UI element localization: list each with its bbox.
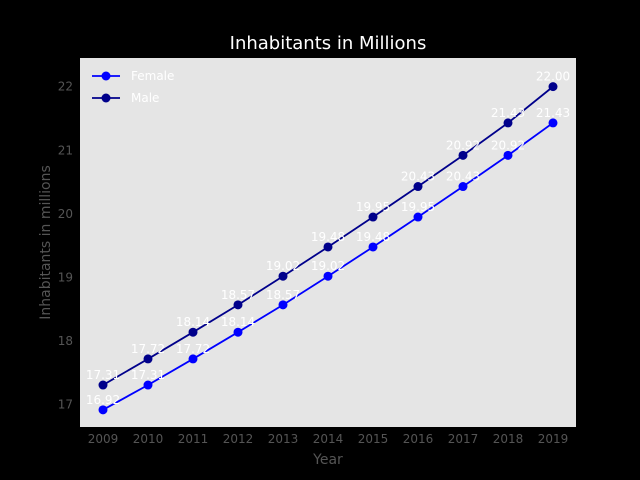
x-tick-label: 2015 (358, 432, 389, 446)
female-data-label: 19.48 (356, 230, 390, 244)
female-data-label: 18.57 (266, 288, 300, 302)
x-tick-label: 2016 (403, 432, 434, 446)
female-point[interactable] (413, 212, 423, 222)
female-point[interactable] (503, 150, 513, 160)
axis-ticks: 2009 2010 2011 2012 2013 2014 2015 2016 2017 2018… (58, 80, 569, 446)
legend[interactable]: Female Male (92, 69, 174, 105)
y-tick-label: 22 (58, 80, 73, 94)
x-tick-label: 2014 (313, 432, 344, 446)
female-point[interactable] (143, 380, 153, 390)
male-point[interactable] (413, 182, 423, 192)
x-tick-label: 2013 (268, 432, 299, 446)
female-data-label: 19.95 (401, 200, 435, 214)
male-point[interactable] (233, 300, 243, 310)
female-data-label: 17.72 (176, 342, 210, 356)
male-data-label: 19.48 (311, 230, 345, 244)
legend-label-female: Female (131, 69, 174, 83)
male-data-label: 20.92 (446, 138, 480, 152)
legend-marker-male (101, 93, 111, 103)
female-point[interactable] (368, 242, 378, 252)
male-data-label: 17.72 (131, 342, 165, 356)
legend-label-male: Male (131, 91, 159, 105)
female-point[interactable] (188, 354, 198, 364)
y-tick-label: 21 (58, 143, 73, 157)
chart-title: Inhabitants in Millions (230, 33, 427, 54)
male-data-label: 17.31 (86, 368, 120, 382)
legend-item-female[interactable]: Female (92, 69, 174, 83)
x-tick-label: 2019 (538, 432, 569, 446)
female-point[interactable] (323, 271, 333, 281)
legend-item-male[interactable]: Male (92, 91, 159, 105)
y-tick-label: 18 (58, 334, 73, 348)
male-point[interactable] (503, 118, 513, 128)
y-tick-label: 17 (58, 398, 73, 412)
female-point[interactable] (233, 327, 243, 337)
male-point[interactable] (98, 380, 108, 390)
y-axis-label: Inhabitants in millions (38, 165, 54, 320)
male-data-label: 20.43 (401, 170, 435, 184)
male-data-label: 18.14 (176, 315, 210, 329)
y-tick-label: 19 (58, 270, 73, 284)
female-point[interactable] (98, 405, 108, 415)
female-point[interactable] (548, 118, 558, 128)
male-point[interactable] (188, 327, 198, 337)
legend-marker-female (101, 71, 111, 81)
male-point[interactable] (143, 354, 153, 364)
x-tick-label: 2009 (88, 432, 119, 446)
y-tick-label: 20 (58, 207, 73, 221)
male-data-label: 22.00 (536, 70, 570, 84)
x-tick-label: 2010 (133, 432, 164, 446)
male-point[interactable] (278, 271, 288, 281)
male-data-label: 19.02 (266, 259, 300, 273)
female-data-label: 18.14 (221, 315, 255, 329)
female-data-label: 19.02 (311, 259, 345, 273)
female-data-label: 17.31 (131, 368, 165, 382)
x-tick-label: 2011 (178, 432, 209, 446)
male-data-label: 19.95 (356, 200, 390, 214)
x-tick-label: 2017 (448, 432, 479, 446)
female-data-label: 16.92 (86, 393, 120, 407)
female-data-label: 20.92 (491, 138, 525, 152)
female-point[interactable] (278, 300, 288, 310)
series-layer (98, 82, 558, 415)
x-tick-label: 2018 (493, 432, 524, 446)
data-labels: 16.92 17.31 17.72 18.14 18.57 19.02 19.48 19.95… (86, 70, 570, 407)
female-data-label: 21.43 (536, 106, 570, 120)
x-axis-label: Year (312, 452, 343, 468)
male-point[interactable] (548, 82, 558, 92)
male-point[interactable] (458, 150, 468, 160)
x-tick-label: 2012 (223, 432, 254, 446)
male-point[interactable] (368, 212, 378, 222)
female-data-label: 20.43 (446, 170, 480, 184)
male-data-label: 21.43 (491, 106, 525, 120)
female-point[interactable] (458, 182, 468, 192)
male-point[interactable] (323, 242, 333, 252)
male-data-label: 18.57 (221, 288, 255, 302)
